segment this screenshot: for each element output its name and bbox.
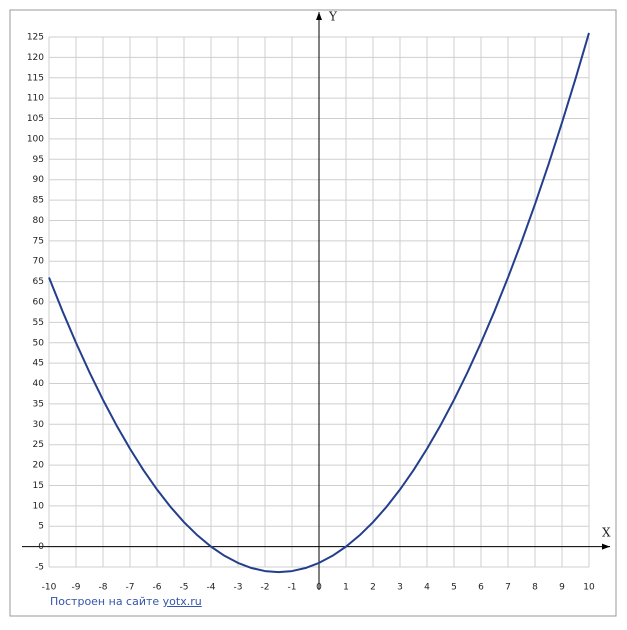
y-tick-label: 100 — [27, 134, 44, 144]
y-tick-label: 65 — [33, 277, 44, 287]
x-tick-label: -2 — [261, 583, 270, 593]
y-tick-label: 90 — [33, 175, 45, 185]
y-tick-label: 30 — [33, 420, 45, 430]
y-tick-label: 75 — [33, 236, 44, 246]
y-tick-label: 35 — [33, 399, 44, 409]
y-tick-label: 5 — [38, 522, 44, 532]
x-tick-label: -9 — [72, 583, 81, 593]
x-tick-label: 9 — [559, 583, 565, 593]
x-tick-label: 3 — [397, 583, 403, 593]
x-tick-label: -7 — [126, 583, 135, 593]
credit-link[interactable]: yotx.ru — [162, 595, 202, 608]
y-tick-label: 20 — [33, 461, 45, 471]
x-tick-label: -3 — [234, 583, 243, 593]
y-axis-arrow — [316, 12, 322, 20]
y-axis-label: Y — [328, 10, 338, 24]
x-tick-label: -5 — [180, 583, 189, 593]
axes — [22, 12, 610, 590]
y-tick-label: 125 — [27, 33, 44, 43]
x-tick-label: -1 — [288, 583, 297, 593]
y-tick-label: 120 — [27, 53, 44, 63]
x-tick-label: -4 — [207, 583, 216, 593]
credit-text: Построен на сайте — [50, 595, 160, 608]
y-tick-label: 105 — [27, 114, 44, 124]
x-tick-label: 7 — [505, 583, 511, 593]
y-tick-label: 95 — [33, 155, 44, 165]
x-tick-label: -6 — [153, 583, 162, 593]
credit: Построен на сайте yotx.ru — [50, 595, 202, 608]
y-tick-label: 50 — [33, 338, 45, 348]
curve — [48, 32, 590, 574]
x-tick-label: 0 — [316, 583, 322, 593]
x-tick-label: 8 — [532, 583, 538, 593]
y-tick-label: 80 — [33, 216, 45, 226]
x-tick-label: 1 — [343, 583, 349, 593]
x-tick-label: 4 — [424, 583, 430, 593]
x-tick-label: 2 — [370, 583, 376, 593]
y-tick-label: 0 — [38, 542, 44, 552]
x-tick-label: -10 — [42, 583, 57, 593]
y-tick-label: 45 — [33, 359, 44, 369]
x-tick-label: 5 — [451, 583, 457, 593]
y-tick-label: 60 — [33, 298, 45, 308]
y-tick-label: 15 — [33, 481, 44, 491]
y-tick-label: 115 — [27, 73, 44, 83]
x-axis-arrow — [602, 543, 610, 550]
y-tick-label: 40 — [33, 379, 45, 389]
y-tick-label: 85 — [33, 196, 44, 206]
y-tick-label: -5 — [35, 563, 44, 573]
x-tick-label: 6 — [478, 583, 484, 593]
x-tick-label: -8 — [99, 583, 108, 593]
y-tick-label: 10 — [33, 501, 45, 511]
frame — [9, 9, 617, 617]
y-tick-label: 25 — [33, 440, 44, 450]
x-axis-label: X — [602, 526, 611, 540]
y-tick-label: 70 — [33, 257, 45, 267]
y-tick-label: 55 — [33, 318, 44, 328]
x-tick-label: 10 — [583, 583, 595, 593]
y-tick-label: 110 — [27, 94, 44, 104]
